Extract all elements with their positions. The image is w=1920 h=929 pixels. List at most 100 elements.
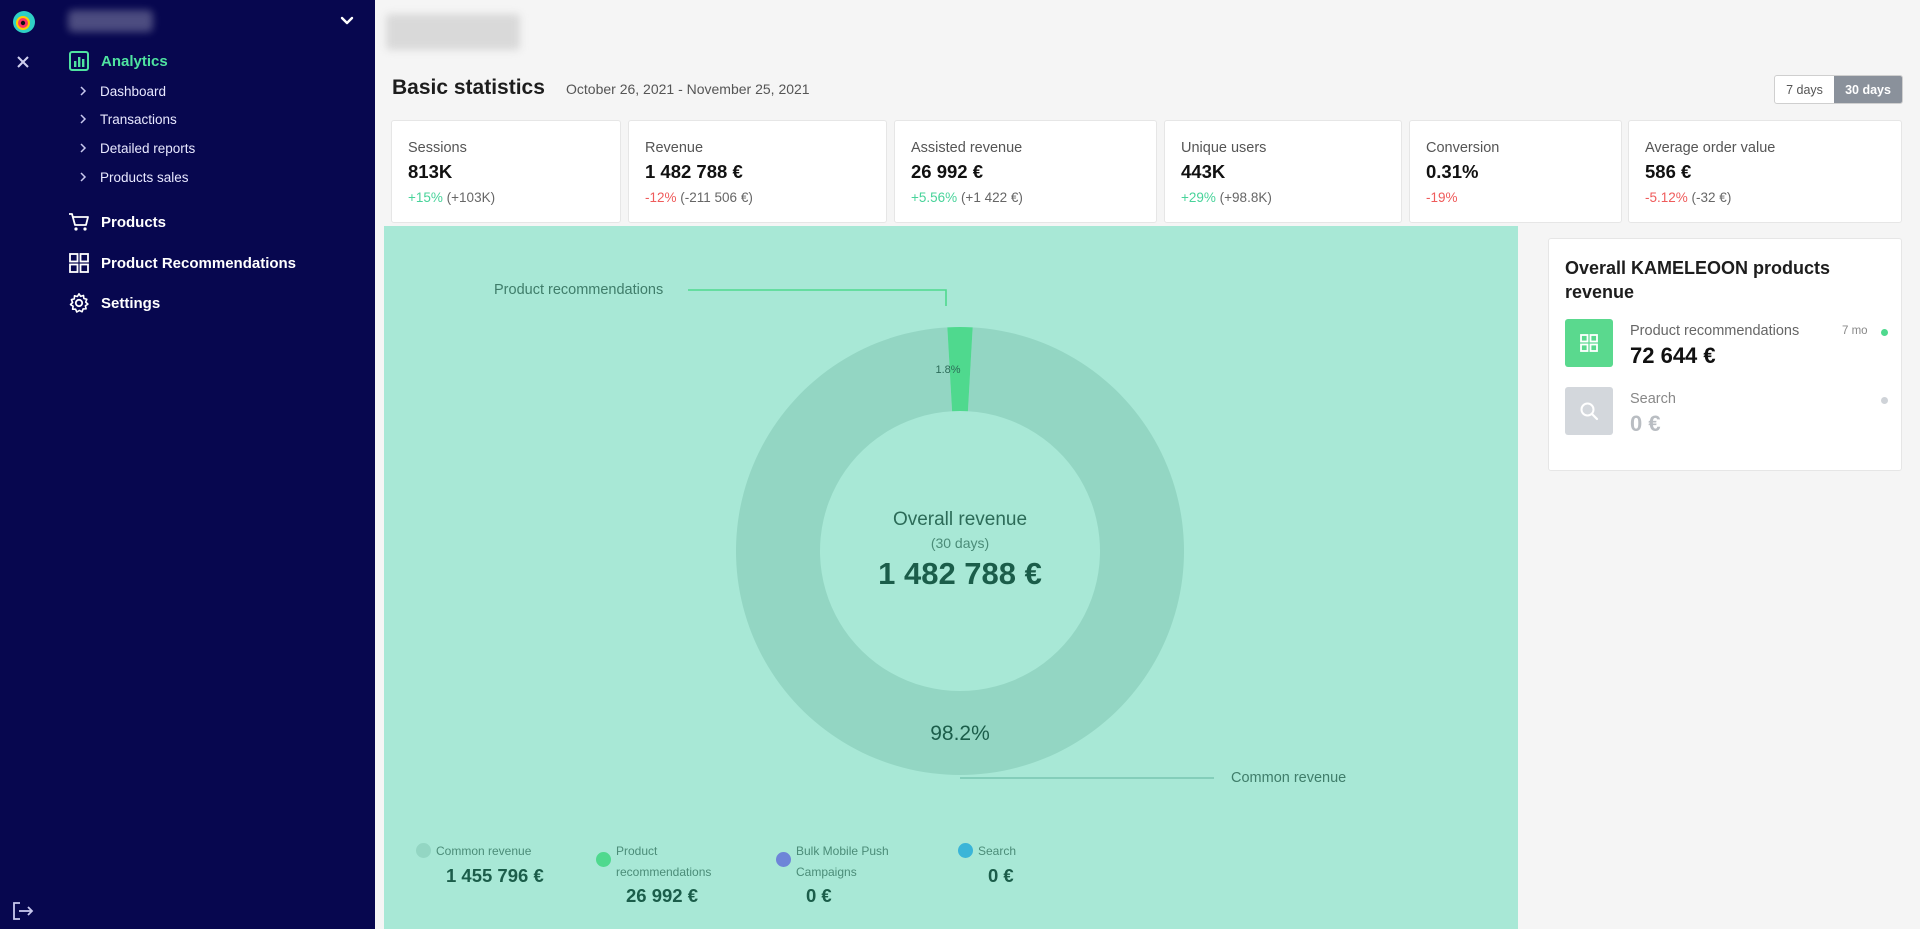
bar-chart-icon [69, 51, 89, 71]
legend-name: Search [978, 844, 1017, 858]
product-recommendations-tile [1565, 319, 1613, 367]
stat-value: 1 482 788 € [645, 161, 743, 182]
stat-card-assisted-revenue: Assisted revenue 26 992 € +5.56% (+1 422… [894, 120, 1157, 223]
sidebar-subitem-label: Dashboard [100, 83, 167, 99]
stat-value: 0.31% [1426, 161, 1479, 182]
stat-change-detail: (+103K) [446, 190, 496, 205]
donut-slices [736, 327, 1184, 775]
legend-value: 1 455 796 € [446, 865, 544, 886]
range-7-days-button[interactable]: 7 days [1786, 82, 1823, 97]
sidebar-item-label: Products [101, 213, 167, 231]
kameleoon-revenue-panel: Overall KAMELEOON products revenue Produ… [1548, 238, 1902, 471]
stat-delta: -5.12% (-32 €) [1645, 190, 1885, 205]
grid-icon [69, 253, 89, 273]
chevron-right-icon [80, 143, 87, 153]
stat-value: 26 992 € [911, 161, 984, 182]
sidebar-item-label: Product Recommendations [101, 254, 297, 272]
callout-label-common-revenue: Common revenue [1231, 770, 1346, 786]
stat-change-detail: (+98.8K) [1219, 190, 1272, 205]
stat-delta: -12% (-211 506 €) [645, 190, 870, 205]
logout-icon[interactable] [11, 900, 35, 922]
stat-delta: +29% (+98.8K) [1181, 190, 1385, 205]
grid-icon [1580, 334, 1598, 352]
chevron-right-icon [80, 172, 87, 182]
stat-value: 443K [1181, 161, 1226, 182]
sidebar-item-analytics[interactable]: Analytics [68, 48, 168, 74]
kameleoon-item-value: 0 € [1630, 411, 1661, 436]
stat-label: Assisted revenue [911, 140, 1023, 156]
app-logo-icon[interactable] [11, 9, 37, 35]
stat-label: Sessions [408, 140, 467, 156]
legend-name: Common revenue [436, 844, 532, 858]
sidebar-subitem-label: Products sales [100, 169, 189, 185]
stat-card-conversion: Conversion 0.31% -19% [1409, 120, 1622, 223]
stat-delta: -19% [1426, 190, 1605, 205]
stat-delta: +5.56% (+1 422 €) [911, 190, 1140, 205]
status-dot [1881, 397, 1888, 404]
status-dot [1881, 329, 1888, 336]
stat-value: 586 € [1645, 161, 1692, 182]
stat-label: Unique users [1181, 140, 1267, 156]
revenue-chart-panel: Product recommendations 1.8% Common reve… [384, 226, 1518, 929]
stat-change: +29% [1181, 190, 1216, 205]
stat-change: -12% [645, 190, 677, 205]
cart-icon [69, 213, 89, 231]
kameleoon-item-name: Search [1630, 391, 1676, 407]
sidebar-subitem-products-sales[interactable]: Products sales [78, 166, 189, 188]
revenue-donut-chart: Product recommendations 1.8% Common reve… [494, 282, 1346, 786]
close-icon[interactable] [14, 53, 32, 71]
legend-swatch [416, 843, 431, 858]
callout-line-product-recommendations [688, 289, 947, 306]
stat-change: +15% [408, 190, 443, 205]
stat-card-average-order-value: Average order value 586 € -5.12% (-32 €) [1628, 120, 1902, 223]
legend-swatch [958, 843, 973, 858]
stat-label: Average order value [1645, 140, 1776, 156]
sidebar-item-products[interactable]: Products [68, 209, 166, 235]
donut-slice-product-recommendations[interactable] [947, 327, 973, 412]
kameleoon-panel-title: Overall KAMELEOON products revenue [1565, 258, 1831, 302]
stat-label: Conversion [1426, 140, 1500, 156]
legend-swatch [596, 852, 611, 867]
kameleoon-item-badge: 7 mo [1842, 325, 1868, 337]
sidebar-item-label: Analytics [101, 52, 168, 70]
slice-label-product-recommendations: 1.8% [935, 364, 960, 376]
donut-center-title: Overall revenue [892, 509, 1028, 530]
workspace-name-blurred[interactable] [68, 10, 153, 32]
sidebar-subitem-transactions[interactable]: Transactions [78, 108, 177, 130]
slice-label-common-revenue: 98.2% [930, 722, 990, 745]
legend-name: Bulk Mobile Push Campaigns [796, 844, 889, 879]
gear-icon [69, 293, 89, 313]
sidebar-subitem-dashboard[interactable]: Dashboard [78, 80, 166, 102]
sidebar-subitem-label: Transactions [100, 111, 177, 127]
range-30-days-button[interactable]: 30 days [1834, 76, 1902, 103]
stat-change: +5.56% [911, 190, 958, 205]
date-range-toggle: 7 days 30 days [1774, 75, 1903, 104]
sidebar-subitem-label: Detailed reports [100, 140, 196, 156]
sidebar-subitem-detailed-reports[interactable]: Detailed reports [78, 137, 195, 159]
sidebar-item-settings[interactable]: Settings [68, 290, 160, 316]
kameleoon-item-name: Product recommendations [1630, 323, 1800, 339]
donut-slice-common-revenue[interactable] [736, 327, 1184, 775]
search-tile [1565, 387, 1613, 435]
project-name-blurred [386, 14, 520, 50]
kameleoon-item-value: 72 644 € [1630, 343, 1716, 368]
stat-change: -19% [1426, 190, 1458, 205]
page-title: Basic statistics [392, 76, 545, 99]
legend-swatch [776, 852, 791, 867]
sidebar-item-product-recommendations[interactable]: Product Recommendations [68, 250, 296, 276]
sidebar-item-label: Settings [101, 294, 161, 312]
legend-name: Product recommendations [616, 844, 712, 879]
legend-value: 26 992 € [626, 885, 699, 906]
legend-value: 0 € [806, 885, 832, 906]
donut-center-value: 1 482 788 € [878, 556, 1042, 591]
stat-label: Revenue [645, 140, 704, 156]
date-range: October 26, 2021 - November 25, 2021 [566, 81, 810, 97]
stat-card-sessions: Sessions 813K +15% (+103K) [391, 120, 621, 223]
search-icon [1580, 402, 1599, 421]
chevron-down-icon[interactable] [338, 12, 356, 30]
stat-change-detail: (-211 506 €) [680, 190, 753, 205]
stat-card-revenue: Revenue 1 482 788 € -12% (-211 506 €) [628, 120, 887, 223]
donut-center-subtitle: (30 days) [930, 535, 990, 551]
callout-label-product-recommendations: Product recommendations [494, 282, 663, 298]
stat-change-detail: (-32 €) [1691, 190, 1732, 205]
